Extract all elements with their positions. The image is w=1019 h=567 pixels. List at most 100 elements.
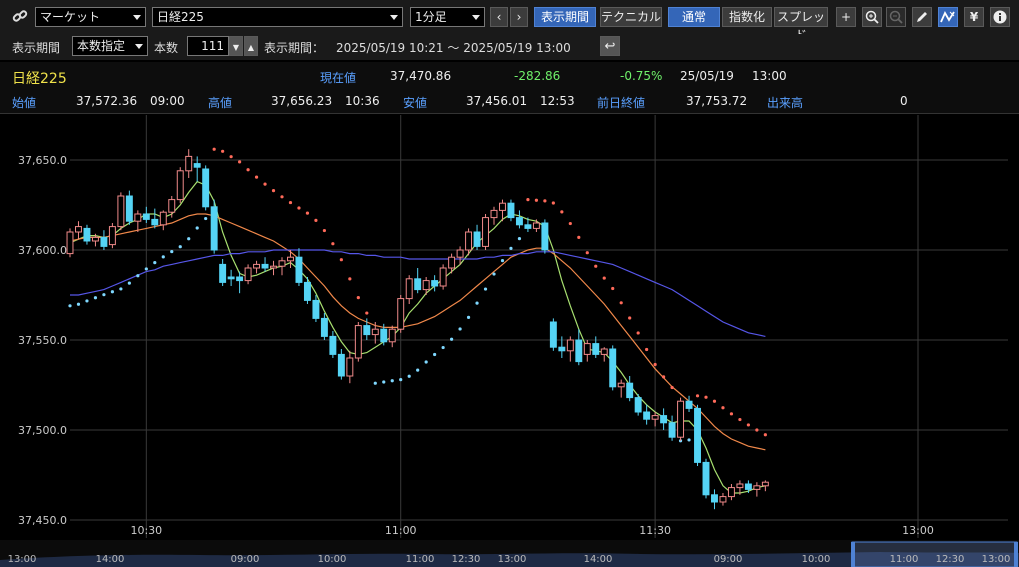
- candle-body[interactable]: [439, 267, 447, 287]
- normal-button[interactable]: 通常: [668, 7, 720, 27]
- candle-body[interactable]: [236, 276, 244, 282]
- info-button[interactable]: [990, 7, 1010, 27]
- candle-body[interactable]: [609, 348, 617, 388]
- candle-body[interactable]: [270, 265, 277, 269]
- candle-body[interactable]: [668, 422, 676, 438]
- candle-body[interactable]: [515, 217, 523, 226]
- symbol-select[interactable]: 日経225: [152, 7, 403, 27]
- candle-body[interactable]: [193, 163, 201, 168]
- candle-body[interactable]: [168, 199, 176, 213]
- candle-body[interactable]: [405, 278, 413, 300]
- market-select[interactable]: マーケット: [35, 7, 146, 27]
- candle-body[interactable]: [541, 222, 549, 251]
- candle-body[interactable]: [643, 411, 651, 420]
- candle-body[interactable]: [100, 236, 108, 247]
- candle-body[interactable]: [176, 170, 184, 201]
- count-down-button[interactable]: ▼: [229, 36, 243, 56]
- candle-body[interactable]: [134, 213, 142, 222]
- interval-select[interactable]: 1分足: [410, 7, 485, 27]
- candle-body[interactable]: [219, 263, 227, 283]
- trend-button[interactable]: [938, 7, 958, 27]
- candle-body[interactable]: [575, 339, 583, 363]
- price-chart[interactable]: 37,650.0 37,600.0 37,550.0 37,500.0 37,450.0…: [0, 115, 1019, 538]
- zoom-out-button[interactable]: [886, 7, 906, 27]
- candle-body[interactable]: [278, 260, 286, 267]
- candle-body[interactable]: [600, 348, 608, 355]
- candle-body[interactable]: [583, 343, 591, 355]
- chart-canvas[interactable]: 37,650.0 37,600.0 37,550.0 37,500.0 37,450.0…: [0, 115, 1019, 538]
- navigator-right-handle[interactable]: [1014, 542, 1018, 567]
- candle-body[interactable]: [473, 231, 481, 247]
- candle-body[interactable]: [108, 226, 116, 246]
- candle-body[interactable]: [761, 481, 769, 487]
- spread-button[interactable]: スプレッド: [774, 7, 828, 42]
- candle-body[interactable]: [337, 353, 345, 377]
- candle-body[interactable]: [202, 168, 210, 208]
- candle-body[interactable]: [694, 407, 701, 463]
- candle-body[interactable]: [312, 299, 320, 319]
- candle-body[interactable]: [363, 325, 371, 336]
- period-mode-select[interactable]: 本数指定: [72, 36, 148, 56]
- candle-body[interactable]: [371, 328, 379, 336]
- candle-body[interactable]: [719, 496, 727, 503]
- candle-body[interactable]: [380, 328, 388, 343]
- candle-body[interactable]: [592, 343, 600, 355]
- candle-body[interactable]: [253, 263, 261, 269]
- crosshair-button[interactable]: +: [836, 7, 856, 27]
- candle-body[interactable]: [753, 485, 761, 490]
- count-up-button[interactable]: ▲: [244, 36, 258, 56]
- candle-body[interactable]: [558, 346, 566, 352]
- currency-button[interactable]: ¥: [964, 7, 984, 27]
- candle-body[interactable]: [482, 217, 489, 247]
- candle-body[interactable]: [185, 155, 193, 172]
- candle-body[interactable]: [303, 281, 311, 301]
- candle-body[interactable]: [727, 487, 735, 498]
- candle-body[interactable]: [711, 494, 718, 503]
- candle-body[interactable]: [210, 206, 218, 251]
- candle-body[interactable]: [397, 298, 405, 330]
- candle-body[interactable]: [626, 382, 634, 399]
- candle-body[interactable]: [448, 256, 456, 269]
- candle-body[interactable]: [159, 211, 167, 226]
- candle-body[interactable]: [634, 397, 642, 413]
- navigator-left-handle[interactable]: [851, 542, 855, 567]
- candle-body[interactable]: [261, 263, 269, 269]
- candle-body[interactable]: [422, 280, 430, 291]
- link-icon[interactable]: [12, 8, 28, 27]
- navigator-canvas[interactable]: 13:00 14:00 09:00 10:00 11:00 12:30 13:00 14:00…: [0, 540, 1019, 567]
- candle-body[interactable]: [736, 483, 744, 489]
- candle-body[interactable]: [83, 227, 91, 242]
- prev-button[interactable]: ‹: [490, 7, 508, 27]
- display-period-button[interactable]: 表示期間: [534, 7, 596, 27]
- candle-body[interactable]: [532, 222, 540, 229]
- candle-body[interactable]: [566, 339, 574, 352]
- candle-body[interactable]: [91, 236, 99, 242]
- candle-body[interactable]: [490, 209, 498, 219]
- candle-body[interactable]: [320, 317, 328, 337]
- candle-body[interactable]: [465, 231, 473, 251]
- candle-body[interactable]: [75, 226, 82, 233]
- candle-body[interactable]: [651, 415, 659, 420]
- candle-body[interactable]: [524, 224, 532, 229]
- range-navigator[interactable]: 13:00 14:00 09:00 10:00 11:00 12:30 13:00 14:00…: [0, 540, 1019, 567]
- candle-body[interactable]: [125, 195, 133, 222]
- candle-body[interactable]: [142, 213, 150, 220]
- candle-body[interactable]: [329, 335, 337, 355]
- candle-body[interactable]: [117, 195, 125, 228]
- candle-body[interactable]: [287, 256, 294, 262]
- candle-body[interactable]: [685, 400, 693, 409]
- candle-body[interactable]: [507, 202, 515, 219]
- next-button[interactable]: ›: [510, 7, 528, 27]
- count-input[interactable]: 111: [187, 36, 229, 56]
- candle-body[interactable]: [744, 483, 752, 490]
- candle-body[interactable]: [151, 218, 159, 226]
- candle-body[interactable]: [660, 415, 668, 424]
- index-button[interactable]: 指数化: [722, 7, 772, 27]
- candle-body[interactable]: [617, 382, 625, 388]
- technical-button[interactable]: テクニカル: [600, 7, 662, 27]
- candle-body[interactable]: [244, 267, 252, 282]
- candle-body[interactable]: [549, 321, 557, 348]
- candle-body[interactable]: [499, 202, 506, 211]
- candle-body[interactable]: [354, 325, 362, 359]
- candle-body[interactable]: [227, 276, 235, 280]
